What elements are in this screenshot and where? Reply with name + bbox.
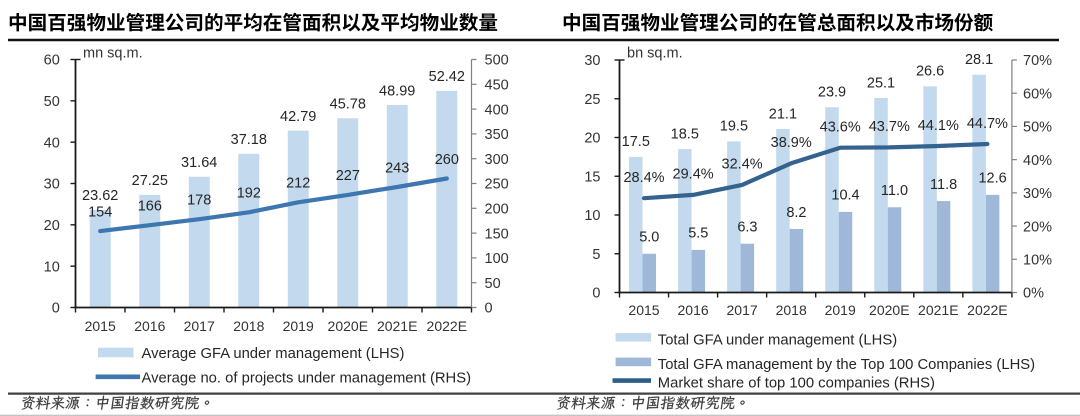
svg-text:43.6%: 43.6% bbox=[820, 120, 861, 136]
svg-text:100: 100 bbox=[485, 251, 509, 267]
svg-text:30: 30 bbox=[44, 177, 60, 193]
svg-text:10: 10 bbox=[584, 208, 600, 224]
svg-text:30: 30 bbox=[584, 53, 600, 69]
svg-text:6.3: 6.3 bbox=[737, 220, 757, 236]
svg-text:2015: 2015 bbox=[85, 318, 116, 334]
svg-text:60%: 60% bbox=[1023, 86, 1052, 102]
svg-text:21.1: 21.1 bbox=[769, 106, 797, 122]
svg-text:250: 250 bbox=[485, 177, 509, 193]
svg-text:2019: 2019 bbox=[283, 318, 314, 334]
svg-text:200: 200 bbox=[485, 202, 509, 218]
svg-text:2018: 2018 bbox=[776, 302, 807, 318]
svg-text:28.4%: 28.4% bbox=[623, 170, 664, 186]
svg-text:5.0: 5.0 bbox=[639, 230, 659, 246]
svg-text:27.25: 27.25 bbox=[132, 173, 168, 189]
svg-text:44.1%: 44.1% bbox=[918, 118, 959, 134]
svg-text:2016: 2016 bbox=[678, 302, 709, 318]
svg-text:5.5: 5.5 bbox=[688, 226, 708, 242]
svg-text:10.4: 10.4 bbox=[831, 188, 859, 204]
svg-text:300: 300 bbox=[485, 152, 509, 168]
svg-text:0: 0 bbox=[52, 301, 60, 317]
svg-text:18.5: 18.5 bbox=[671, 126, 699, 142]
svg-text:20%: 20% bbox=[1023, 219, 1052, 235]
svg-text:166: 166 bbox=[138, 199, 162, 215]
svg-text:2021E: 2021E bbox=[918, 302, 958, 318]
svg-text:25.1: 25.1 bbox=[867, 75, 895, 91]
svg-text:mn sq.m.: mn sq.m. bbox=[83, 46, 143, 62]
svg-text:43.7%: 43.7% bbox=[869, 119, 910, 135]
svg-text:350: 350 bbox=[485, 127, 509, 143]
svg-text:2021E: 2021E bbox=[377, 318, 417, 334]
svg-text:40%: 40% bbox=[1023, 153, 1052, 169]
svg-text:0: 0 bbox=[485, 301, 493, 317]
svg-text:50: 50 bbox=[485, 276, 501, 292]
svg-text:70%: 70% bbox=[1023, 53, 1052, 69]
svg-text:2020E: 2020E bbox=[328, 318, 368, 334]
svg-text:0: 0 bbox=[592, 286, 600, 302]
svg-text:31.64: 31.64 bbox=[181, 155, 217, 171]
svg-text:28.1: 28.1 bbox=[965, 52, 993, 68]
svg-text:19.5: 19.5 bbox=[720, 119, 748, 135]
svg-text:48.99: 48.99 bbox=[379, 83, 415, 99]
svg-text:0%: 0% bbox=[1023, 286, 1044, 302]
svg-text:45.78: 45.78 bbox=[330, 97, 366, 113]
svg-text:154: 154 bbox=[88, 204, 112, 220]
svg-text:40: 40 bbox=[44, 135, 60, 151]
svg-text:2019: 2019 bbox=[825, 302, 856, 318]
svg-text:260: 260 bbox=[435, 152, 459, 168]
svg-text:37.18: 37.18 bbox=[231, 132, 267, 148]
svg-text:8.2: 8.2 bbox=[786, 205, 806, 221]
svg-text:5: 5 bbox=[592, 247, 600, 263]
svg-text:Average GFA under management (: Average GFA under management (LHS) bbox=[142, 346, 405, 362]
svg-text:500: 500 bbox=[485, 53, 509, 69]
svg-text:2018: 2018 bbox=[233, 318, 264, 334]
svg-text:2020E: 2020E bbox=[869, 302, 909, 318]
svg-text:15: 15 bbox=[584, 169, 600, 185]
svg-text:2015: 2015 bbox=[628, 302, 659, 318]
svg-text:30%: 30% bbox=[1023, 186, 1052, 202]
svg-text:400: 400 bbox=[485, 102, 509, 118]
svg-text:2017: 2017 bbox=[184, 318, 215, 334]
svg-text:192: 192 bbox=[237, 186, 261, 202]
svg-text:29.4%: 29.4% bbox=[673, 167, 714, 183]
svg-text:10%: 10% bbox=[1023, 253, 1052, 269]
svg-text:243: 243 bbox=[385, 160, 409, 176]
svg-text:44.7%: 44.7% bbox=[967, 116, 1008, 132]
svg-text:Market share of top 100 compan: Market share of top 100 companies (RHS) bbox=[658, 375, 935, 391]
svg-text:bn sq.m.: bn sq.m. bbox=[627, 46, 683, 62]
svg-text:26.6: 26.6 bbox=[916, 64, 944, 80]
svg-text:11.0: 11.0 bbox=[881, 183, 908, 199]
svg-text:2016: 2016 bbox=[134, 318, 165, 334]
svg-text:50: 50 bbox=[44, 94, 60, 110]
svg-text:2022E: 2022E bbox=[427, 318, 467, 334]
svg-text:17.5: 17.5 bbox=[622, 134, 650, 150]
svg-text:450: 450 bbox=[485, 78, 509, 94]
svg-text:Average no. of projects under: Average no. of projects under management… bbox=[142, 370, 472, 386]
svg-text:12.6: 12.6 bbox=[978, 171, 1006, 187]
svg-text:32.4%: 32.4% bbox=[722, 157, 763, 173]
svg-text:150: 150 bbox=[485, 226, 509, 242]
svg-text:2022E: 2022E bbox=[967, 302, 1007, 318]
svg-text:Total GFA management by the To: Total GFA management by the Top 100 Comp… bbox=[658, 357, 1035, 373]
svg-text:60: 60 bbox=[44, 53, 60, 69]
svg-text:42.79: 42.79 bbox=[280, 109, 316, 125]
svg-text:20: 20 bbox=[44, 218, 60, 234]
svg-text:50%: 50% bbox=[1023, 120, 1052, 136]
svg-text:52.42: 52.42 bbox=[429, 69, 465, 85]
svg-text:178: 178 bbox=[187, 193, 211, 209]
svg-text:23.9: 23.9 bbox=[818, 85, 846, 101]
svg-text:227: 227 bbox=[336, 168, 360, 184]
svg-text:Total GFA under management (LH: Total GFA under management (LHS) bbox=[658, 332, 897, 348]
svg-text:38.9%: 38.9% bbox=[771, 135, 812, 151]
svg-text:212: 212 bbox=[286, 176, 310, 192]
svg-text:23.62: 23.62 bbox=[82, 188, 118, 204]
svg-text:25: 25 bbox=[584, 92, 600, 108]
svg-text:20: 20 bbox=[584, 131, 600, 147]
svg-text:10: 10 bbox=[44, 259, 60, 275]
svg-text:11.8: 11.8 bbox=[930, 177, 957, 193]
svg-text:2017: 2017 bbox=[727, 302, 758, 318]
